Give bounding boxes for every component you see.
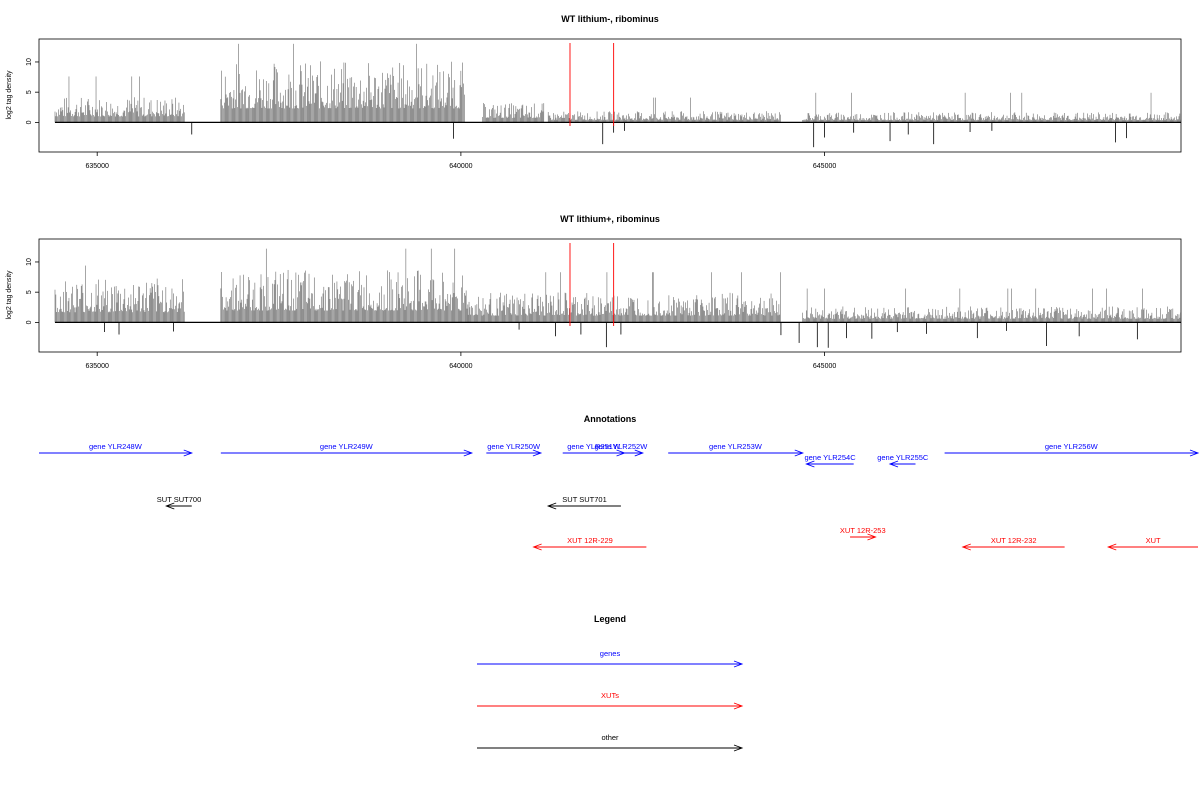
panel-1-y-axis-label: log2 tag density (6, 70, 13, 120)
annotation-label-7: gene YLR254C (804, 453, 856, 462)
panel-1-frame (38, 38, 1182, 153)
annotation-label-8: gene YLR255C (877, 453, 929, 462)
annotation-label-11: SUT SUT701 (562, 495, 606, 504)
annotations-panel: Annotations gene YLR248W gene YLR249W gene… (39, 414, 1200, 551)
annotation-label-2: gene YLR249W (320, 442, 374, 451)
annotation-arrow-13-head (867, 533, 877, 541)
annotation-arrow-8-head (888, 460, 899, 468)
panel-1-markers (569, 43, 615, 126)
y-tick-label: 10 (26, 58, 33, 66)
x-tick-label: 640000 (449, 163, 472, 170)
panel-lithium-plus: WT lithium+, ribominus log2 tag density … (6, 214, 1182, 370)
annotation-arrow-10-head (165, 502, 175, 510)
annotation-arrow-6-head (794, 449, 805, 457)
panel-lithium-minus: WT lithium-, ribominus log2 tag density … (6, 14, 1182, 170)
annotation-arrow-3-head (532, 449, 543, 457)
signal-segment-2 (220, 43, 465, 123)
panel-1-bars (54, 43, 1181, 148)
annotation-label-13: XUT 12R-253 (840, 526, 886, 535)
legend-arrow-XUTs-head (733, 702, 744, 710)
panel-2-title: WT lithium+, ribominus (560, 214, 660, 224)
signal-segment-4 (547, 97, 781, 123)
panel-2-markers (569, 243, 615, 326)
legend-label-genes: genes (600, 649, 621, 658)
x-tick-label: 645000 (813, 163, 836, 170)
signal-segment-1 (54, 76, 185, 123)
annotation-label-5: gene YLR252W (594, 442, 648, 451)
annotation-arrow-11-head (546, 502, 557, 510)
annotation-arrow-7-head (805, 460, 815, 468)
signal-segment-5 (802, 92, 1181, 123)
annotation-arrow-12-head (532, 543, 542, 551)
panel-1-axes: 0 5 10 635000 640000 645000 (26, 58, 836, 170)
legend-arrow-other-head (733, 744, 744, 752)
signal-segment-1 (54, 265, 185, 323)
legend-label-XUTs: XUTs (601, 691, 619, 700)
legend-items: genes XUTs other (477, 649, 744, 752)
annotation-label-4: gene YLR251W (567, 442, 621, 451)
annotation-label-10: SUT SUT700 (157, 495, 201, 504)
legend-panel: Legend genes XUTs other (477, 614, 744, 752)
annotation-arrow-14-head (961, 543, 971, 551)
x-tick-label: 635000 (86, 363, 109, 370)
annotation-label-6: gene YLR253W (709, 442, 763, 451)
annotation-label-3: gene YLR250W (487, 442, 541, 451)
x-tick-label: 635000 (86, 163, 109, 170)
y-tick-label: 5 (26, 290, 33, 294)
panel-2-y-axis-label: log2 tag density (6, 270, 13, 320)
annotation-label-9: gene YLR256W (1045, 442, 1099, 451)
panel-2-frame (38, 238, 1182, 353)
annotation-label-12: XUT 12R-229 (567, 536, 613, 545)
annotation-arrows: gene YLR248W gene YLR249W gene YLR250W gene… (39, 442, 1200, 551)
annotation-arrow-15-head (1106, 543, 1117, 551)
signal-segment-3 (467, 272, 781, 323)
annotation-label-15: XUT (1146, 536, 1161, 545)
annotation-label-1: gene YLR248W (89, 442, 143, 451)
signal-segment-3 (482, 102, 544, 123)
panel-2-bars (54, 248, 1181, 348)
annotations-title: Annotations (584, 414, 637, 424)
annotation-arrow-2-head (463, 449, 474, 457)
panel-2-axes: 0 5 10 635000 640000 645000 (26, 258, 836, 370)
y-tick-label: 5 (26, 90, 33, 94)
annotation-arrow-5-head (634, 449, 645, 457)
panel-1-title: WT lithium-, ribominus (561, 14, 659, 24)
signal-segment-4 (802, 288, 1181, 323)
annotation-arrow-1-head (183, 449, 194, 457)
legend-label-other: other (601, 733, 619, 742)
annotation-arrow-9-head (1189, 449, 1200, 457)
y-tick-label: 0 (26, 320, 33, 324)
x-tick-label: 640000 (449, 363, 472, 370)
y-tick-label: 10 (26, 258, 33, 266)
y-tick-label: 0 (26, 120, 33, 124)
annotation-label-14: XUT 12R-232 (991, 536, 1037, 545)
legend-title: Legend (594, 614, 626, 624)
signal-segment-2 (220, 248, 469, 323)
x-tick-label: 645000 (813, 363, 836, 370)
legend-arrow-genes-head (733, 660, 744, 668)
